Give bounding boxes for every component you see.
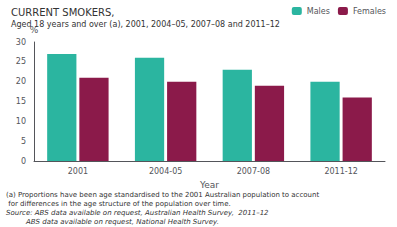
svg-text:Males: Males — [307, 7, 330, 16]
svg-text:2011-12: 2011-12 — [324, 167, 357, 176]
svg-text:5: 5 — [21, 137, 26, 146]
svg-text:Aged 18 years and over (a), 20: Aged 18 years and over (a), 2001, 2004–0… — [11, 20, 280, 29]
svg-text:2007-08: 2007-08 — [237, 167, 270, 176]
svg-text:2004-05: 2004-05 — [149, 167, 182, 176]
svg-text:10: 10 — [16, 117, 26, 126]
svg-text:30: 30 — [16, 38, 26, 47]
svg-text:Year: Year — [199, 180, 219, 190]
svg-text:for differences in the age str: for differences in the age structure of … — [6, 200, 231, 208]
svg-text:15: 15 — [16, 97, 26, 106]
svg-text:ABS data available on request,: ABS data available on request, National … — [6, 218, 219, 226]
svg-text:2001: 2001 — [68, 167, 88, 176]
svg-text:(a) Proportions have been age: (a) Proportions have been age standardis… — [6, 191, 319, 199]
svg-text:20: 20 — [16, 77, 26, 86]
svg-text:CURRENT SMOKERS,: CURRENT SMOKERS, — [11, 7, 114, 18]
svg-text:Females: Females — [353, 7, 386, 16]
svg-text:0: 0 — [21, 157, 26, 166]
svg-text:25: 25 — [16, 57, 26, 66]
svg-text:Source: ABS data available on: Source: ABS data available on request, A… — [6, 209, 269, 217]
